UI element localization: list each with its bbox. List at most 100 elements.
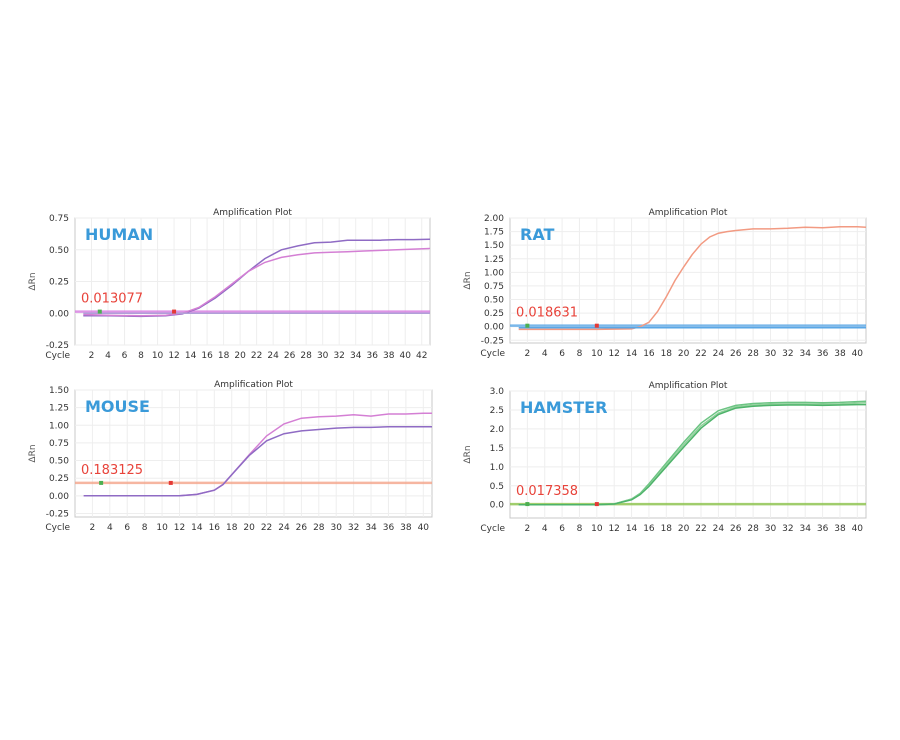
species-label: RAT [520,225,554,244]
x-tick-label: 2 [524,524,530,534]
series-line [518,403,866,506]
x-tick-label: 40 [852,349,864,359]
x-tick-label: 26 [730,349,742,359]
x-tick-label: 16 [643,349,655,359]
y-tick-label: 0.75 [49,439,69,449]
panel-human: Amplification Plot 0.75 0.50 0.25 0.00 -0.25 2… [28,208,431,361]
panel-hamster: Amplification Plot 3.0 2.5 2.0 1.5 1.0 0.5 0.0 2… [463,381,867,534]
x-tick-label: 8 [577,524,583,534]
threshold-value: 0.013077 [81,292,143,307]
x-tick-label: 24 [713,349,725,359]
x-tick-label: 22 [251,351,262,361]
x-tick-label: 30 [765,349,777,359]
y-axis-label: ΔRn [463,445,473,463]
x-tick-label: 40 [400,351,412,361]
species-label: MOUSE [85,397,150,416]
x-tick-label: 12 [608,349,619,359]
x-tick-label: 8 [138,351,144,361]
x-axis-label: Cycle [45,351,70,361]
y-tick-label: 0.25 [49,474,69,484]
x-tick-label: 34 [350,351,362,361]
y-tick-label: 1.5 [490,444,504,454]
x-tick-label: 20 [678,349,690,359]
x-tick-label: 34 [365,523,377,533]
x-tick-label: 28 [747,349,759,359]
x-tick-label: 34 [799,524,811,534]
x-tick-label: 32 [348,523,359,533]
x-tick-label: 4 [542,349,548,359]
threshold-value: 0.183125 [81,463,143,478]
y-tick-label: -0.25 [481,336,504,346]
baseline-end-marker [168,480,173,485]
baseline-end-marker [594,502,599,507]
x-tick-label: 22 [695,349,706,359]
x-tick-label: 12 [174,523,185,533]
x-tick-label: 40 [418,523,430,533]
x-tick-label: 16 [201,351,213,361]
x-tick-label: 32 [782,349,793,359]
x-tick-label: 26 [284,351,296,361]
x-tick-label: 24 [278,523,290,533]
y-tick-label: 0.00 [49,492,69,502]
x-tick-label: 22 [261,523,272,533]
plot-area [509,217,867,344]
x-tick-label: 28 [313,523,325,533]
x-tick-label: 16 [209,523,221,533]
x-tick-label: 22 [695,524,706,534]
x-tick-label: 14 [626,524,638,534]
baseline-start-marker [525,502,530,507]
series-line [83,247,431,317]
y-tick-label: 1.00 [49,421,69,431]
threshold-value: 0.018631 [516,306,578,321]
x-tick-label: 8 [142,523,148,533]
x-tick-label: 30 [765,524,777,534]
chart-title: Amplification Plot [214,380,293,390]
x-tick-label: 26 [730,524,742,534]
x-tick-label: 18 [226,523,238,533]
y-tick-label: 1.50 [484,241,504,251]
x-tick-label: 10 [156,523,168,533]
x-tick-label: 6 [124,523,130,533]
species-label: HAMSTER [520,398,607,417]
x-axis-label: Cycle [480,524,505,534]
y-tick-label: 3.0 [490,387,505,397]
x-tick-label: 10 [152,351,164,361]
baseline-end-marker [594,323,599,328]
x-tick-label: 10 [591,349,603,359]
x-tick-label: 34 [799,349,811,359]
x-tick-label: 4 [107,523,113,533]
x-tick-label: 12 [608,524,619,534]
y-tick-label: 0.25 [484,309,504,319]
y-tick-label: 0.50 [49,246,69,256]
species-label: HUMAN [85,225,153,244]
baseline-start-marker [99,480,104,485]
x-tick-label: 20 [234,351,246,361]
y-tick-label: 0.00 [49,309,69,319]
x-tick-label: 38 [834,524,846,534]
y-tick-label: 1.75 [484,228,504,238]
y-tick-label: -0.25 [46,341,69,351]
y-tick-label: 2.00 [484,214,504,224]
x-tick-label: 2 [90,523,96,533]
x-tick-label: 36 [817,524,829,534]
x-tick-label: 6 [559,524,565,534]
y-tick-label: 1.50 [49,386,69,396]
x-tick-label: 12 [168,351,179,361]
x-tick-label: 36 [366,351,378,361]
x-tick-label: 2 [89,351,95,361]
x-tick-label: 24 [267,351,279,361]
chart-title: Amplification Plot [213,208,292,218]
x-tick-label: 14 [626,349,638,359]
x-tick-label: 10 [591,524,603,534]
x-axis-label: Cycle [45,523,70,533]
threshold-value: 0.017358 [516,484,578,499]
x-tick-label: 20 [678,524,690,534]
chart-title: Amplification Plot [649,381,728,391]
x-tick-label: 16 [643,524,655,534]
baseline-start-marker [97,309,102,314]
baseline-start-marker [525,323,530,328]
y-tick-label: -0.25 [46,509,69,519]
y-tick-label: 0.00 [484,323,504,333]
x-tick-label: 36 [383,523,395,533]
